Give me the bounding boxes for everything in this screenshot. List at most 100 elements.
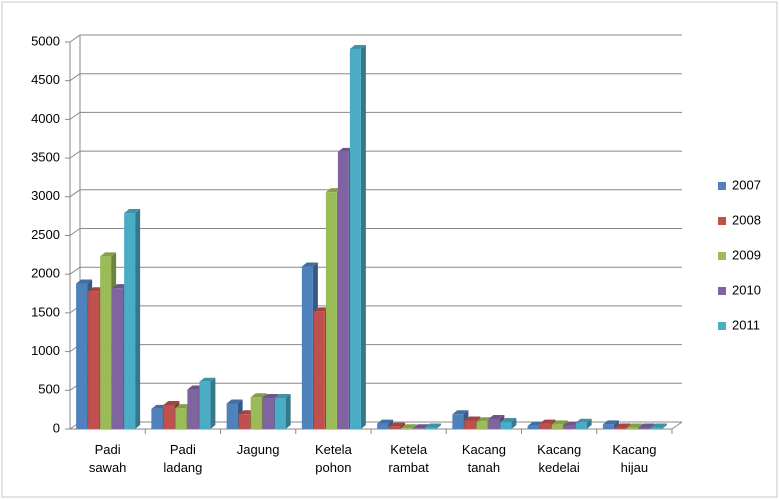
bar (76, 283, 88, 429)
y-tick-label: 1000 (31, 343, 60, 358)
bar-top (199, 377, 216, 382)
grid-line (69, 34, 81, 43)
grid-line (69, 266, 81, 275)
bar-top (413, 424, 430, 429)
bar-side (400, 422, 406, 429)
bar (301, 266, 313, 429)
bar-side (613, 420, 619, 429)
x-tick-label: Ketela rambat (388, 442, 429, 475)
bar (389, 426, 401, 429)
legend-swatch (718, 287, 726, 295)
x-tick-label: Kacang hijau (612, 442, 657, 475)
bar (187, 389, 199, 429)
axis-line (671, 421, 683, 430)
bar (325, 192, 337, 429)
bar (100, 256, 112, 429)
bar (488, 418, 500, 429)
bar (124, 213, 136, 429)
bar-top (301, 262, 318, 267)
bar (313, 311, 325, 429)
legend-swatch (718, 252, 726, 260)
bar (650, 427, 662, 429)
y-tick-label: 500 (38, 382, 60, 397)
bar-top (226, 399, 243, 404)
bar-top (76, 279, 93, 284)
bar-side (412, 424, 418, 429)
y-tick-label: 3000 (31, 188, 60, 203)
bar (226, 403, 238, 429)
y-tick-label: 4500 (31, 72, 60, 87)
bar-top (389, 422, 406, 427)
bar (199, 381, 211, 429)
bar (575, 422, 587, 429)
bar-top (626, 423, 643, 428)
bar-top (539, 419, 556, 424)
bar (551, 424, 563, 429)
legend-swatch (718, 322, 726, 330)
y-tick-label: 1500 (31, 304, 60, 319)
bar-side (135, 209, 141, 429)
y-tick-label: 5000 (31, 33, 60, 48)
bar-top (464, 416, 481, 421)
bar-top (262, 394, 279, 399)
bar (626, 427, 638, 429)
bar (151, 408, 163, 429)
bar (452, 414, 464, 429)
bar-top (650, 423, 667, 428)
bar (602, 424, 614, 429)
bar (112, 288, 124, 429)
bar-side (285, 394, 291, 429)
legend-swatch (718, 217, 726, 225)
bar (539, 423, 551, 429)
x-tick-label: Ketela pohon (314, 442, 352, 475)
y-tick-label: 0 (53, 420, 60, 435)
bar (413, 428, 425, 429)
x-tick-label: Jagung (236, 442, 280, 457)
bar-side (661, 423, 667, 429)
bar-top (401, 424, 418, 429)
y-tick-label: 2500 (31, 227, 60, 242)
legend-label: 2011 (732, 317, 760, 332)
bar (425, 427, 437, 429)
bar (527, 425, 539, 429)
bar (464, 420, 476, 429)
legend-label: 2008 (732, 212, 761, 227)
bar (476, 421, 488, 429)
bar (337, 151, 349, 429)
bar-top (100, 252, 117, 257)
bar (274, 398, 286, 429)
bar (614, 427, 626, 429)
bar-top (250, 393, 267, 398)
bar (250, 397, 262, 429)
x-tick-label: Kacang kedelai (537, 442, 582, 475)
x-tick-label: Padi sawah (88, 442, 127, 475)
legend-swatch (718, 182, 726, 190)
bar-side (511, 418, 517, 429)
bar-side (360, 44, 366, 429)
bar-side (210, 377, 216, 429)
x-tick-label: Padi ladang (163, 442, 203, 475)
bar-top (638, 423, 655, 428)
bar-top (488, 414, 505, 419)
bar (500, 422, 512, 429)
bar-top (614, 423, 631, 428)
y-tick-label: 3500 (31, 150, 60, 165)
bar-top (124, 209, 141, 214)
legend-label: 2009 (732, 247, 761, 262)
bar-side (436, 423, 442, 429)
y-tick-label: 2000 (31, 266, 60, 281)
bar (401, 428, 413, 429)
bar-top (452, 410, 469, 415)
bar-top (349, 44, 366, 49)
bar (349, 48, 361, 429)
grid-line (69, 189, 81, 198)
legend-label: 2007 (732, 177, 761, 192)
bar (88, 291, 100, 429)
bar (638, 427, 650, 429)
x-tick-label: Kacang tanah (461, 442, 506, 475)
y-tick-label: 4000 (31, 111, 60, 126)
grid-line (69, 150, 81, 159)
grid-line (69, 111, 81, 120)
bar (175, 408, 187, 429)
